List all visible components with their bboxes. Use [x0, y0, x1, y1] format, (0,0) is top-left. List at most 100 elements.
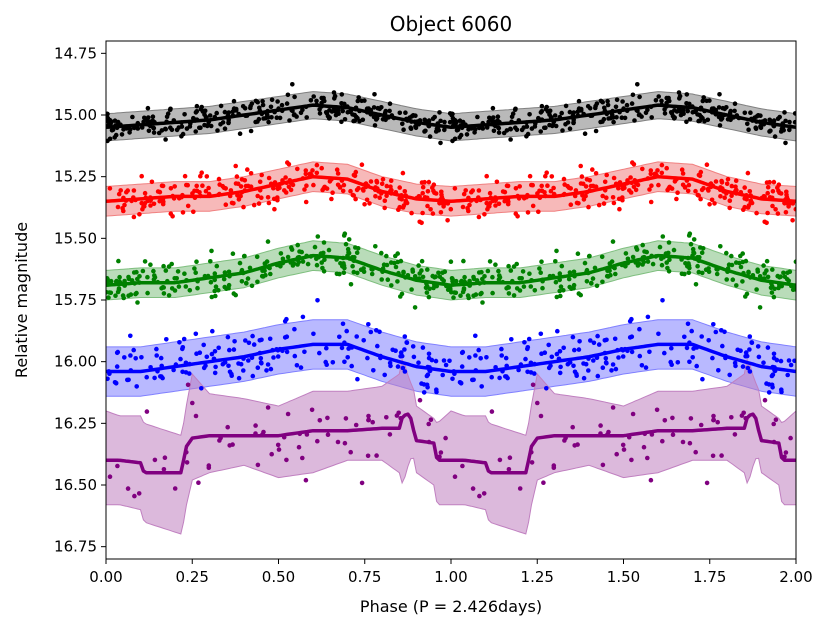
point-black — [552, 113, 558, 118]
point-purple — [309, 407, 315, 413]
point-green — [686, 261, 691, 266]
point-blue — [538, 331, 544, 337]
point-red — [439, 195, 445, 200]
point-red — [194, 183, 199, 189]
point-red — [578, 181, 584, 186]
point-blue — [410, 344, 416, 349]
point-red — [764, 180, 770, 185]
point-black — [277, 115, 283, 121]
point-purple — [551, 465, 557, 471]
band-purple — [106, 358, 796, 535]
point-green — [607, 268, 612, 274]
point-blue — [216, 345, 221, 351]
point-red — [448, 206, 454, 212]
point-black — [717, 123, 723, 128]
point-red — [630, 160, 635, 165]
point-green — [650, 261, 656, 267]
point-purple — [265, 405, 271, 410]
point-black — [701, 95, 706, 100]
point-blue — [476, 347, 482, 353]
point-green — [490, 290, 495, 296]
point-blue — [660, 298, 665, 303]
point-black — [527, 112, 532, 117]
point-blue — [711, 322, 716, 327]
point-blue — [570, 334, 576, 340]
point-red — [379, 181, 385, 187]
point-black — [547, 122, 552, 128]
point-black — [275, 99, 280, 104]
point-blue — [603, 356, 609, 361]
point-purple — [535, 400, 540, 406]
point-black — [214, 110, 219, 116]
point-red — [776, 188, 781, 194]
point-purple — [645, 455, 650, 461]
point-blue — [591, 340, 597, 346]
point-green — [350, 263, 355, 269]
point-red — [191, 209, 196, 215]
point-purple — [762, 397, 768, 403]
point-red — [517, 184, 522, 189]
point-blue — [561, 345, 566, 351]
point-green — [427, 286, 432, 292]
point-green — [537, 266, 542, 271]
point-blue — [572, 347, 577, 353]
point-green — [379, 250, 384, 256]
point-blue — [577, 339, 582, 344]
point-purple — [621, 447, 627, 452]
point-red — [430, 211, 436, 216]
point-blue — [479, 384, 485, 389]
point-black — [109, 128, 115, 133]
point-green — [161, 263, 166, 269]
point-red — [675, 190, 680, 195]
point-red — [770, 203, 775, 209]
point-blue — [400, 365, 406, 371]
point-blue — [246, 358, 251, 363]
point-green — [334, 271, 340, 277]
point-red — [551, 185, 556, 191]
point-black — [513, 106, 518, 112]
point-red — [199, 170, 204, 175]
point-blue — [467, 355, 472, 360]
point-red — [295, 166, 300, 172]
point-blue — [250, 373, 256, 379]
point-red — [578, 163, 583, 169]
point-black — [508, 126, 513, 132]
point-green — [558, 293, 563, 299]
point-purple — [687, 440, 693, 446]
point-red — [182, 173, 188, 179]
point-red — [659, 162, 665, 168]
point-green — [729, 253, 734, 259]
point-blue — [232, 339, 237, 344]
point-green — [473, 292, 479, 297]
point-green — [300, 259, 306, 264]
point-blue — [210, 328, 215, 334]
point-green — [528, 284, 534, 289]
point-black — [576, 98, 582, 104]
point-green — [466, 295, 472, 301]
point-red — [725, 176, 731, 182]
point-black — [728, 108, 733, 114]
point-black — [438, 140, 443, 146]
point-blue — [402, 369, 408, 374]
fitted-curves — [106, 103, 796, 475]
point-red — [648, 171, 654, 177]
point-blue — [236, 375, 242, 381]
point-blue — [203, 363, 208, 369]
point-black — [168, 125, 173, 130]
point-green — [192, 266, 197, 271]
point-green — [504, 286, 509, 291]
point-green — [609, 259, 615, 264]
point-blue — [255, 365, 261, 371]
point-green — [128, 292, 134, 297]
point-red — [439, 189, 444, 195]
point-red — [151, 201, 157, 207]
point-purple — [370, 419, 376, 425]
point-black — [397, 110, 403, 116]
point-red — [348, 188, 353, 194]
point-black — [268, 104, 274, 110]
point-green — [645, 259, 651, 264]
point-black — [464, 132, 470, 137]
point-black — [401, 127, 406, 132]
point-black — [624, 102, 630, 108]
point-red — [170, 214, 175, 219]
